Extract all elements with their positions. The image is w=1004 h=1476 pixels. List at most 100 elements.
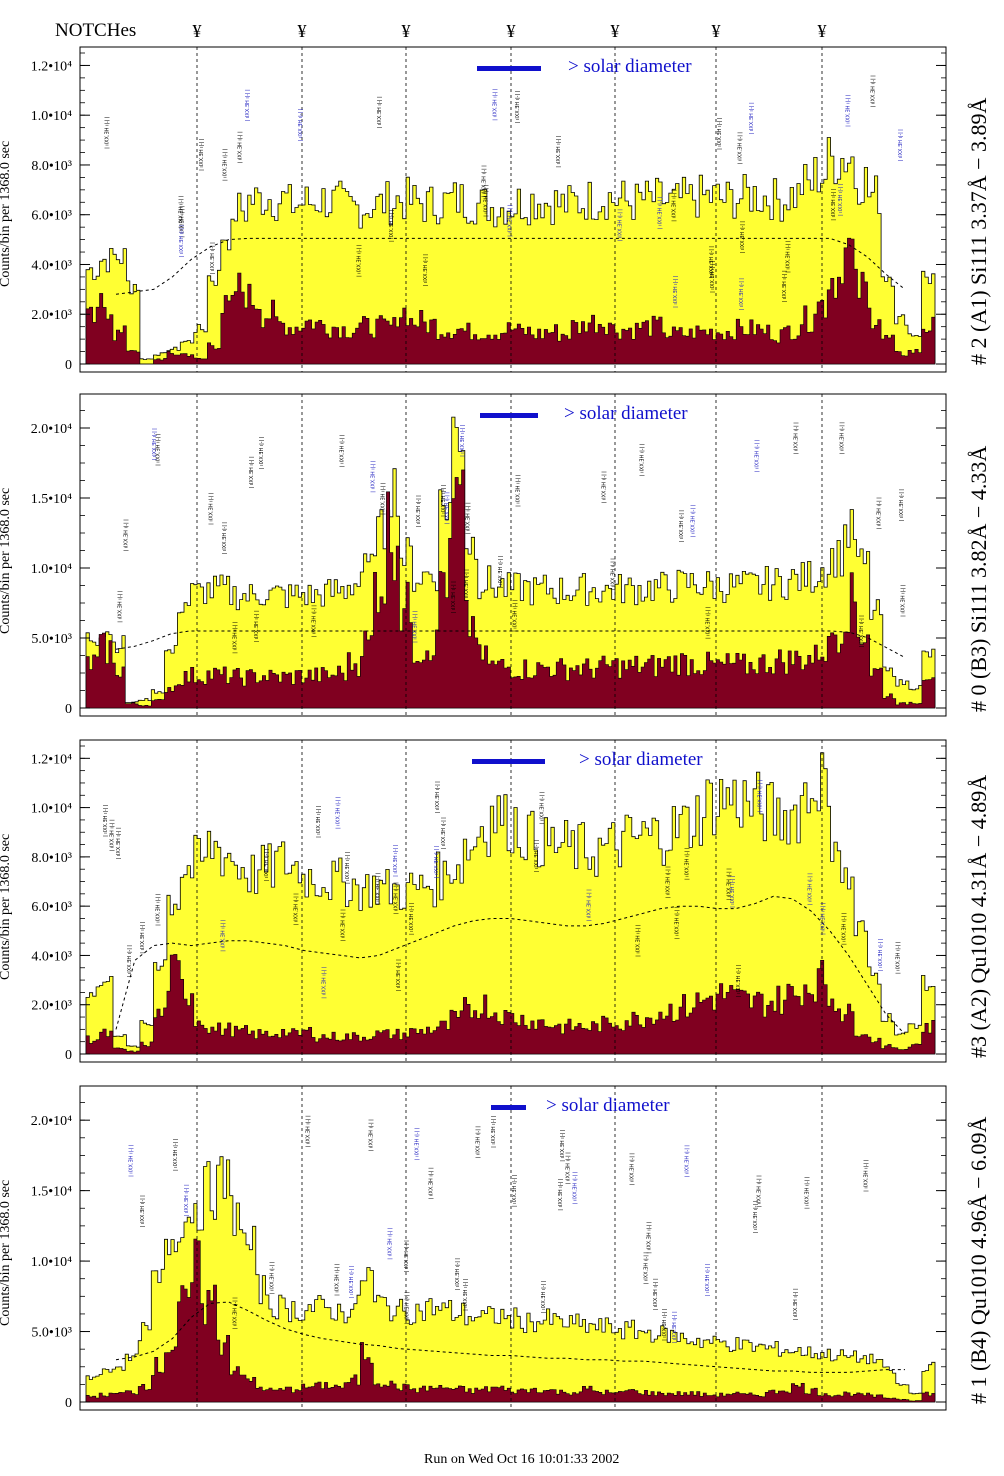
line-id-text: ǀ ıIXX.ƎH ıǀ-ǀ ǀ bbox=[445, 492, 451, 524]
line-id-text: ǀ ıIXX.ƎH ıǀ-ǀ ǀ bbox=[666, 866, 672, 898]
line-id-text: ǀ ıIXX.ƎH ıǀ-ǀ ǀ bbox=[179, 196, 185, 228]
line-id-label: ǀ ıIXX.ƎH ıǀ-ǀ ǀ bbox=[116, 827, 122, 859]
line-id-label: ǀ ıIXX.ƎH ıǀ-ǀ ǀ bbox=[573, 1172, 579, 1204]
line-id-label: ǀ ıIXX.ƎH ıǀ-ǀ ǀ bbox=[249, 456, 255, 488]
line-id-label: ǀ ıIXX.ƎH ıǀ-ǀ ǀ bbox=[233, 1297, 239, 1329]
line-id-label: ǀ ıIXX.ƎH ıǀ-ǀ ǀ bbox=[840, 422, 846, 454]
line-id-text: ǀ ıIXX.ƎH ıǀ-ǀ ǀ bbox=[233, 1297, 239, 1329]
line-id-text: ǀ ıIXX.ƎH ıǀ-ǀ ǀ bbox=[222, 522, 228, 554]
line-id-label: ǀ ıIXX.ƎH ıǀ-ǀ ǀ bbox=[558, 1179, 564, 1211]
line-id-label: ǀ ıIXX.ƎH ıǀ-ǀ ǀ bbox=[128, 1145, 134, 1177]
line-id-label: ǀ ıIXX.ƎH ıǀ-ǀ ǀ bbox=[340, 435, 346, 467]
panel-title: # 2 (A1) Si111 3.37Å − 3.89Å bbox=[966, 97, 991, 365]
line-id-label: ǀ ıIXX.ƎH ıǀ-ǀ ǀ bbox=[672, 1311, 678, 1343]
line-id-label: ǀ ıIXX.ƎH ıǀ-ǀ ǀ bbox=[896, 942, 902, 974]
line-id-label: ǀ ıIXX.ƎH ıǀ-ǀ ǀ bbox=[491, 1116, 497, 1148]
line-id-label: ǀ ıIXX.ƎH ıǀ-ǀ ǀ bbox=[179, 196, 185, 228]
solar-diameter-bar bbox=[480, 413, 538, 418]
line-id-text: ǀ ıIXX.ƎH ıǀ-ǀ ǀ bbox=[155, 894, 161, 926]
line-id-label: ǀ ıIXX.ƎH ıǀ-ǀ ǀ bbox=[460, 425, 466, 457]
line-id-label: ǀ ıIXX.ƎH ıǀ-ǀ ǀ bbox=[899, 489, 905, 521]
peak-counts-series bbox=[85, 1238, 936, 1403]
line-id-label: ǀ ıIXX.ƎH ıǀ-ǀ ǀ bbox=[232, 622, 238, 654]
line-id-text: ǀ ıIXX.ƎH ıǀ-ǀ ǀ bbox=[756, 1175, 762, 1207]
ytick-label: 1.2•10⁴ bbox=[31, 59, 72, 74]
line-id-text: ǀ ıIXX.ƎH ıǀ-ǀ ǀ bbox=[515, 475, 521, 507]
line-id-text: ǀ ıIXX.ƎH ıǀ-ǀ ǀ bbox=[269, 1262, 275, 1294]
line-id-label: ǀ ıIXX.ƎH ıǀ-ǀ ǀ bbox=[312, 605, 318, 637]
line-id-label: ǀ ıIXX.ƎH ıǀ-ǀ ǀ bbox=[831, 189, 837, 221]
panel-0: ǀ ıIXX.ƎH ıǀ-ǀ ǀǀ ıIXX.ƎH ıǀ-ǀ ǀǀ ıIXX.Ǝ… bbox=[31, 46, 947, 373]
line-id-label: ǀ ıIXX.ƎH ıǀ-ǀ ǀ bbox=[483, 185, 489, 217]
line-id-text: ǀ ıIXX.ƎH ıǀ-ǀ ǀ bbox=[368, 1119, 374, 1151]
run-timestamp: Run on Wed Oct 16 10:01:33 2002 bbox=[424, 1452, 620, 1467]
panel-2: ǀ ıIXX.ƎH ıǀ-ǀ ǀ ǀ ıIXX.ƎH ıǀ-ǀ ǀ ǀ ıIXX.Ǝ… bbox=[31, 739, 947, 1063]
line-id-text: ǀ ıIXX.ƎH ıǀ-ǀ ǀ bbox=[222, 149, 228, 181]
line-id-text: ǀ ıIXX.ƎH ıǀ-ǀ ǀ bbox=[429, 1167, 435, 1199]
line-id-text: ǀ ıIXX.ƎH ıǀ-ǀ ǀ bbox=[662, 1309, 668, 1341]
line-id-label: ǀ ıIXX.ƎH ıǀ-ǀ ǀ bbox=[630, 1153, 636, 1185]
line-id-text: ǀ ıIXX.ƎH ıǀ-ǀ ǀ bbox=[515, 91, 521, 123]
line-id-label: ǀ ıIXX.ƎH ıǀ-ǀ ǀ bbox=[610, 558, 616, 590]
line-id-label: ǀ ıIXX.ƎH ıǀ-ǀ ǀ bbox=[184, 1184, 190, 1216]
line-id-label: ǀ ıIXX.ƎH ıǀ-ǀ ǀ bbox=[209, 493, 215, 525]
line-id-label: ǀ ıIXX.ƎH ıǀ-ǀ ǀ bbox=[155, 894, 161, 926]
line-id-text: ǀ ıIXX.ƎH ıǀ-ǀ ǀ bbox=[493, 89, 499, 121]
line-id-text: ǀ ıIXX.ƎH ıǀ-ǀ ǀ bbox=[140, 922, 146, 954]
line-id-text: ǀ ıIXX.ƎH ıǀ-ǀ ǀ bbox=[749, 102, 755, 134]
line-id-text: ǀ ıIXX.ƎH ıǀ-ǀ ǀ bbox=[653, 1278, 659, 1310]
line-id-text: ǀ ıIXX.ƎH ıǀ-ǀ ǀ bbox=[738, 132, 744, 164]
line-id-label: ǀ ıIXX.ƎH ıǀ-ǀ ǀ bbox=[441, 485, 447, 517]
ytick-label: 0 bbox=[65, 358, 72, 373]
line-id-text: ǀ ıIXX.ƎH ıǀ-ǀ ǀ bbox=[710, 261, 716, 293]
line-id-label: ǀ ıIXX.ƎH ıǀ-ǀ ǀ bbox=[556, 136, 562, 168]
line-id-text: ǀ ıIXX.ƎH ıǀ-ǀ ǀ bbox=[896, 942, 902, 974]
line-id-text: ǀ ıIXX.ƎH ıǀ-ǀ ǀ bbox=[405, 1292, 411, 1324]
notch-marker-1: ¥ bbox=[298, 21, 307, 41]
line-id-text: ǀ ıIXX.ƎH ıǀ-ǀ ǀ bbox=[396, 959, 402, 991]
line-id-text: ǀ ıIXX.ƎH ıǀ-ǀ ǀ bbox=[376, 873, 382, 905]
line-id-label: ǀ ıIXX.ƎH ıǀ-ǀ ǀ bbox=[173, 1139, 179, 1171]
line-id-text: ǀ ıIXX.ƎH ıǀ-ǀ ǀ bbox=[199, 139, 205, 171]
line-id-text: ǀ ıIXX.ƎH ıǀ-ǀ ǀ bbox=[560, 1130, 566, 1162]
line-id-text: ǀ ıIXX.ƎH ıǀ-ǀ ǀ bbox=[423, 254, 429, 286]
line-id-label: ǀ ıIXX.ƎH ıǀ-ǀ ǀ bbox=[706, 607, 712, 639]
solar-diameter-bar bbox=[491, 1105, 526, 1110]
line-id-text: ǀ ıIXX.ƎH ıǀ-ǀ ǀ bbox=[727, 868, 733, 900]
line-id-text: ǀ ıIXX.ƎH ıǀ-ǀ ǀ bbox=[705, 1264, 711, 1296]
line-id-label: ǀ ıIXX.ƎH ıǀ-ǀ ǀ bbox=[179, 225, 185, 257]
line-id-text: ǀ ıIXX.ƎH ıǀ-ǀ ǀ bbox=[349, 1266, 355, 1298]
ytick-label: 2.0•10³ bbox=[31, 999, 72, 1014]
line-id-text: ǀ ıIXX.ƎH ıǀ-ǀ ǀ bbox=[259, 437, 265, 469]
line-id-label: ǀ ıIXX.ƎH ıǀ-ǀ ǀ bbox=[335, 1264, 341, 1296]
line-id-text: ǀ ıIXX.ƎH ıǀ-ǀ ǀ bbox=[312, 605, 318, 637]
line-id-text: ǀ ıIXX.ƎH ıǀ-ǀ ǀ bbox=[540, 792, 546, 824]
line-id-text: ǀ ıIXX.ƎH ıǀ-ǀ ǀ bbox=[152, 428, 158, 460]
line-id-label: ǀ ıIXX.ƎH ıǀ-ǀ ǀ bbox=[357, 245, 363, 277]
line-id-label: ǀ ıIXX.ƎH ıǀ-ǀ ǀ bbox=[602, 471, 608, 503]
line-id-text: ǀ ıIXX.ƎH ıǀ-ǀ ǀ bbox=[755, 440, 761, 472]
line-id-label: ǀ ıIXX.ƎH ıǀ-ǀ ǀ bbox=[658, 197, 664, 229]
line-id-label: ǀ ıIXX.ƎH ıǀ-ǀ ǀ bbox=[349, 1266, 355, 1298]
line-id-text: ǀ ıIXX.ƎH ıǀ-ǀ ǀ bbox=[345, 852, 351, 884]
line-id-text: ǀ ıIXX.ƎH ıǀ-ǀ ǀ bbox=[512, 1175, 518, 1207]
notch-marker-3: ¥ bbox=[507, 21, 516, 41]
line-id-text: ǀ ıIXX.ƎH ıǀ-ǀ ǀ bbox=[127, 945, 133, 977]
line-id-text: ǀ ıIXX.ƎH ıǀ-ǀ ǀ bbox=[335, 1264, 341, 1296]
legend-label: > solar diameter bbox=[568, 56, 692, 77]
line-id-text: ǀ ıIXX.ƎH ıǀ-ǀ ǀ bbox=[679, 510, 685, 542]
line-id-text: ǀ ıIXX.ƎH ıǀ-ǀ ǀ bbox=[831, 189, 837, 221]
line-id-text: ǀ ıIXX.ƎH ıǀ-ǀ ǀ bbox=[602, 471, 608, 503]
line-id-label: ǀ ıIXX.ƎH ıǀ-ǀ ǀ bbox=[859, 615, 865, 647]
line-id-label: ǀ ıIXX.ƎH ıǀ-ǀ ǀ bbox=[416, 495, 422, 527]
line-id-label: ǀ ıIXX.ƎH ıǀ-ǀ ǀ bbox=[393, 845, 399, 877]
notch-marker-6: ¥ bbox=[818, 21, 827, 41]
line-id-label: ǀ ıIXX.ƎH ıǀ-ǀ ǀ bbox=[396, 959, 402, 991]
line-id-text: ǀ ıIXX.ƎH ıǀ-ǀ ǀ bbox=[807, 873, 813, 905]
line-id-label: ǀ ıIXX.ƎH ıǀ-ǀ ǀ bbox=[566, 1152, 572, 1184]
panel-3: ǀ ıIXX.ƎH ıǀ-ǀ ǀ ǀ ıIXX.ƎH ıǀ-ǀ ǀ ǀ ıIXX.Ǝ… bbox=[31, 1085, 947, 1411]
line-id-text: ǀ ıIXX.ƎH ıǀ-ǀ ǀ bbox=[566, 1152, 572, 1184]
line-id-label: ǀ ıIXX.ƎH ıǀ-ǀ ǀ bbox=[345, 852, 351, 884]
ytick-label: 6.0•10³ bbox=[31, 209, 72, 224]
ytick-label: 2.0•10⁴ bbox=[31, 1114, 72, 1129]
